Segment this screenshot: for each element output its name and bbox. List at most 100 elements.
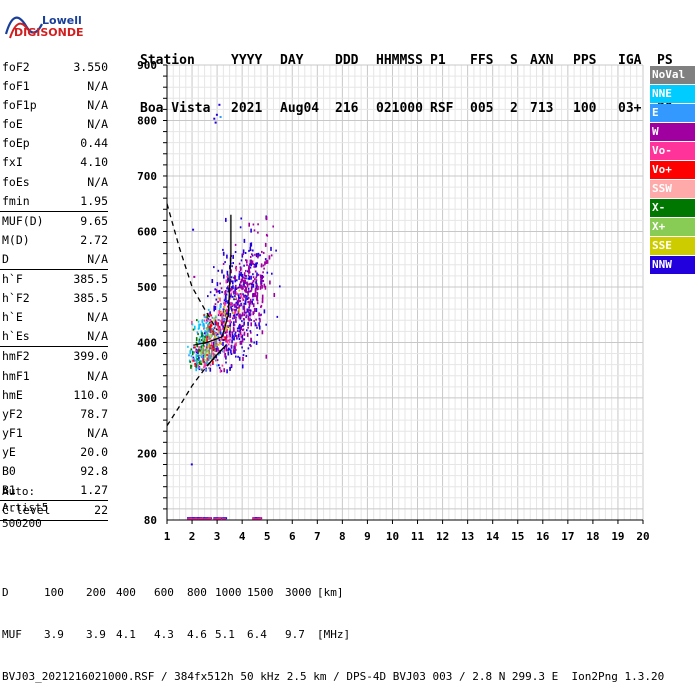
echo-point — [228, 326, 231, 331]
echo-point — [211, 322, 213, 327]
echo-point — [259, 318, 261, 323]
echo-point — [229, 334, 231, 337]
echo-point — [265, 233, 268, 236]
param-value: N/A — [87, 174, 108, 189]
echo-point — [227, 286, 230, 290]
x-tick-label: 11 — [411, 530, 425, 543]
echo-point — [252, 273, 254, 276]
echo-point — [225, 293, 228, 296]
echo-point — [249, 330, 252, 333]
echo-point — [217, 269, 220, 272]
echo-point — [254, 292, 257, 297]
echo-point — [209, 327, 212, 332]
echo-point — [252, 283, 255, 288]
outlier-point — [190, 463, 193, 466]
echo-point — [234, 312, 236, 315]
echo-point — [209, 347, 212, 350]
bottom-info: D 100 200 400 600 800 1000 1500 3000 [km] MUF 3.9 3… — [2, 558, 664, 698]
echo-point — [201, 355, 204, 358]
param-row: MUF(D) 9.65 — [0, 212, 112, 231]
direction-legend: NoVal NNE E W Vo- Vo+ SSW X- X+ SSE NNW — [650, 66, 695, 275]
echo-point — [257, 223, 259, 226]
parameter-panel: foF2 3.550 foF1 N/A foF1p N/A foE N/A foEp 0.44 fx… — [0, 58, 112, 522]
echo-point — [205, 333, 208, 335]
echo-point — [207, 350, 210, 355]
echo-point — [268, 255, 271, 260]
echo-point — [226, 275, 228, 278]
echo-point — [240, 326, 242, 330]
echo-point — [239, 313, 241, 316]
echo-point — [201, 339, 203, 342]
param-row: h`Es N/A — [0, 327, 112, 346]
echo-point — [200, 341, 202, 344]
param-name: hmF2 — [2, 349, 30, 364]
muf-value: 4.6 — [187, 628, 207, 641]
logo-line1: Lowell — [42, 14, 82, 27]
echo-point — [238, 356, 241, 361]
echo-point — [225, 217, 227, 222]
param-row: h`F 385.5 — [0, 270, 112, 289]
echo-point — [195, 367, 197, 372]
echo-point — [207, 295, 209, 298]
param-row: foF2 3.550 — [0, 58, 112, 77]
echo-point — [201, 368, 203, 371]
echo-point — [211, 279, 214, 283]
echo-point — [241, 285, 243, 290]
echo-point — [252, 223, 255, 226]
param-value: 1.95 — [80, 193, 108, 208]
echo-point — [213, 330, 216, 333]
x-tick-label: 4 — [239, 530, 246, 543]
echo-point — [220, 313, 222, 316]
echo-point — [241, 364, 244, 369]
profile-upper-dashed — [166, 203, 218, 331]
echo-point — [225, 361, 227, 364]
echo-point — [187, 345, 189, 348]
echo-point — [204, 330, 206, 333]
header-value-6: 005 — [470, 101, 494, 116]
param-row: hmE 110.0 — [0, 386, 112, 405]
echo-point — [211, 330, 214, 333]
echo-point — [250, 228, 252, 233]
echo-point — [236, 279, 238, 282]
param-name: M(D) — [2, 232, 30, 247]
echo-point — [228, 325, 230, 327]
param-row: hmF2 399.0 — [0, 347, 112, 366]
param-value: 110.0 — [73, 387, 108, 402]
echo-point — [229, 328, 231, 333]
echo-point — [256, 272, 258, 277]
echo-point — [256, 334, 259, 336]
echo-point — [198, 346, 200, 349]
echo-point — [256, 284, 258, 287]
echo-point — [207, 322, 210, 325]
echo-point — [230, 331, 233, 334]
legend-vo: Vo+ — [650, 161, 695, 179]
echo-point — [242, 297, 244, 300]
echo-point — [249, 282, 251, 285]
bottom-echo — [222, 517, 228, 520]
auto-line2: Artist5 — [2, 501, 49, 514]
param-value: 9.65 — [80, 213, 108, 228]
echo-point — [222, 263, 225, 265]
echo-point — [251, 300, 253, 305]
station-header: Station YYYY DAY DDD HHMMSS P1 FFS S AXN PPS IGA PS… — [140, 21, 673, 133]
echo-point — [217, 347, 219, 352]
echo-point — [248, 312, 250, 317]
echo-point — [236, 292, 238, 295]
echo-point — [241, 334, 244, 339]
echo-point — [220, 342, 222, 345]
echo-point — [191, 320, 193, 325]
echo-point — [244, 280, 246, 284]
echo-point — [213, 327, 216, 330]
echo-point — [246, 283, 249, 288]
echo-point — [232, 291, 235, 293]
echo-point — [261, 294, 264, 299]
echo-point — [276, 315, 279, 318]
muf-value: 3.9 — [86, 628, 106, 641]
echo-point — [256, 326, 258, 329]
echo-point — [253, 229, 256, 232]
echo-point — [273, 293, 276, 297]
header-label-2: DAY — [280, 53, 304, 68]
echo-point — [260, 281, 262, 284]
echo-point — [242, 284, 245, 287]
bottom-echo — [203, 517, 209, 520]
